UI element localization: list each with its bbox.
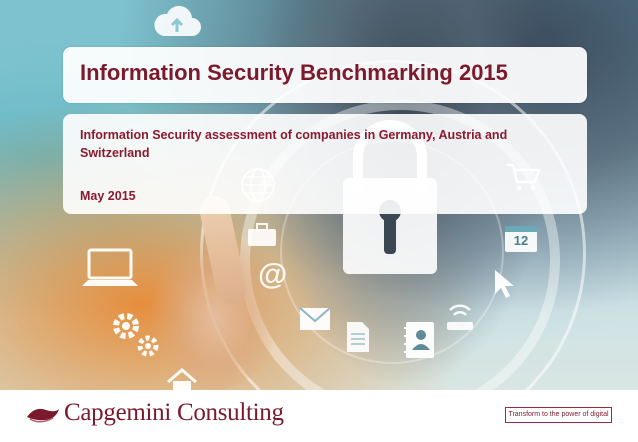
tagline: Transform to the power of digital <box>505 407 612 423</box>
laptop-icon <box>82 248 138 286</box>
slide-date: May 2015 <box>80 189 136 203</box>
slide-title: Information Security Benchmarking 2015 <box>80 60 508 85</box>
hero-image: 12 @ Informat <box>0 0 638 390</box>
footer-bar: Capgemini Consulting Transform to the po… <box>0 390 638 442</box>
gears-icon <box>113 313 159 357</box>
cloud-icon <box>154 5 201 37</box>
subtitle-panel: Information Security assessment of compa… <box>63 114 587 214</box>
brand-wordmark: Capgemini Consulting <box>64 399 284 426</box>
at-sign-icon: @ <box>258 258 288 291</box>
briefcase-icon <box>248 223 276 246</box>
contacts-book-icon <box>404 322 434 358</box>
title-panel: Information Security Benchmarking 2015 <box>63 47 587 103</box>
wifi-router-icon <box>447 304 473 330</box>
home-icon <box>167 368 197 390</box>
slide-subtitle: Information Security assessment of compa… <box>80 128 508 160</box>
cursor-icon <box>495 270 514 298</box>
document-icon <box>347 322 369 352</box>
calendar-day: 12 <box>513 233 529 248</box>
capgemini-spade-logo <box>27 408 59 423</box>
envelope-icon <box>299 307 331 330</box>
keyhole-slot <box>384 214 396 254</box>
calendar-icon: 12 <box>505 222 537 252</box>
